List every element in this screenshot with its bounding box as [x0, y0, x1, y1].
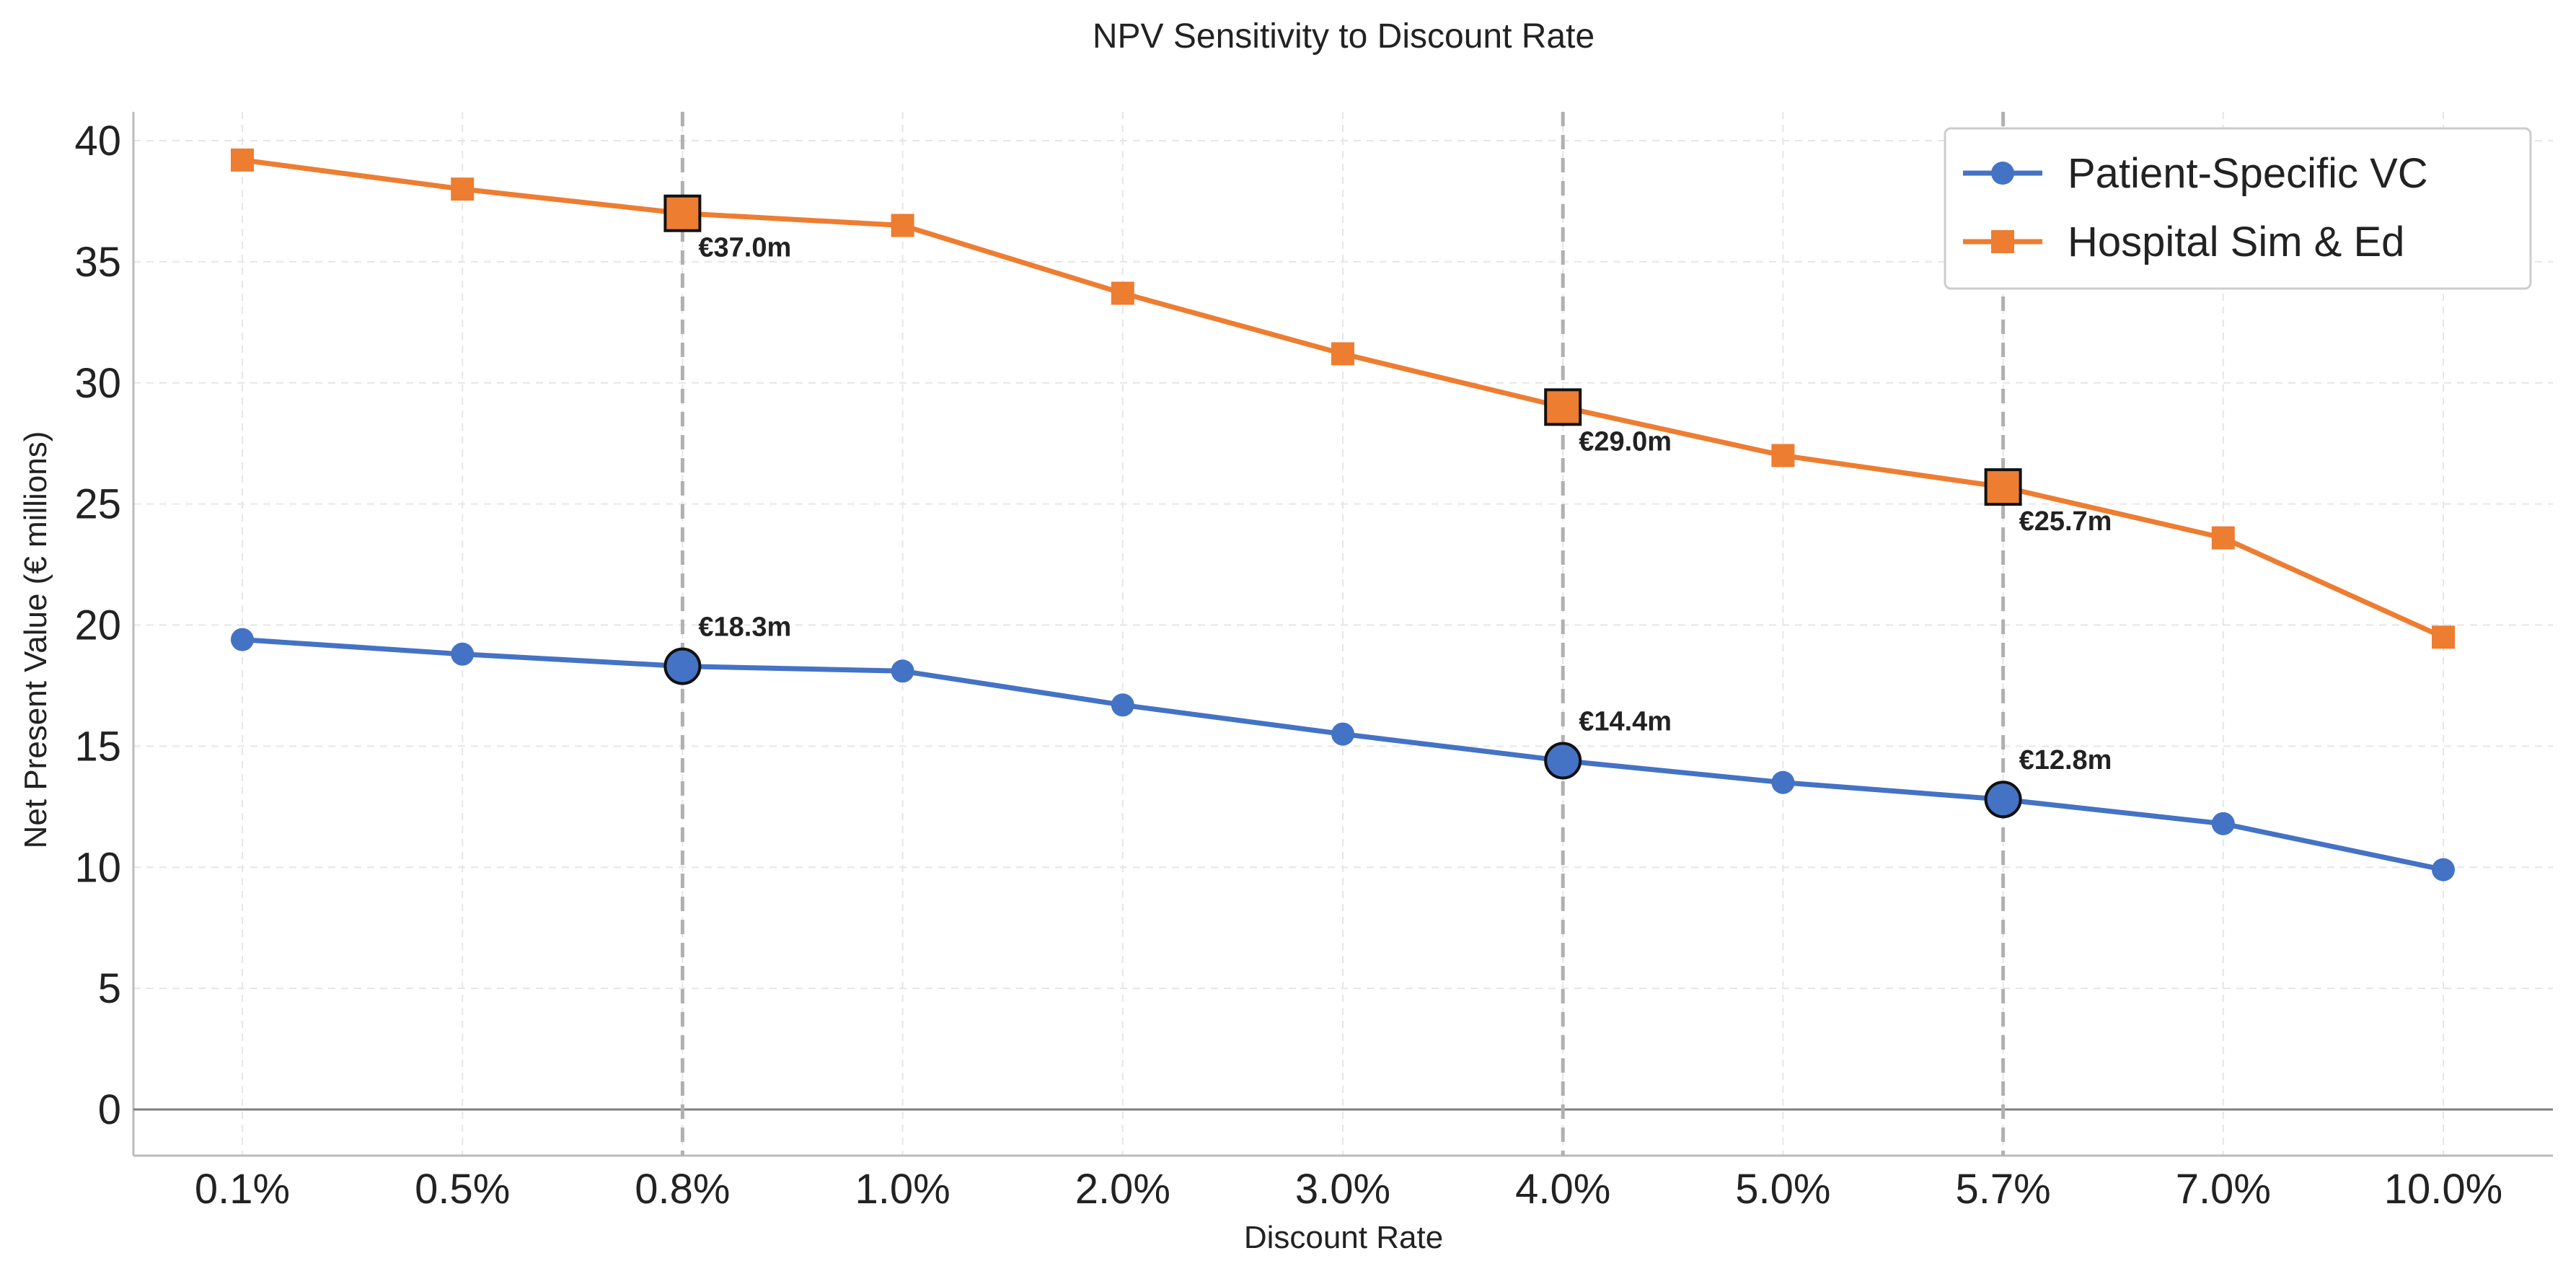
x-tick-label: 1.0% — [855, 1166, 950, 1213]
data-point — [891, 214, 914, 237]
data-label: €29.0m — [1579, 426, 1672, 457]
y-tick-label: 25 — [74, 481, 121, 528]
data-point — [231, 148, 254, 172]
data-label: €14.4m — [1579, 707, 1672, 737]
x-tick-label: 0.8% — [635, 1166, 730, 1213]
highlight-point — [663, 647, 702, 685]
x-tick-label: 7.0% — [2176, 1166, 2271, 1213]
x-tick-label: 5.7% — [1955, 1166, 2050, 1213]
highlight-point — [1984, 781, 2022, 819]
data-point — [451, 642, 475, 666]
data-point — [1771, 444, 1795, 467]
y-tick-label: 35 — [74, 239, 121, 286]
highlight-point — [1544, 742, 1582, 780]
x-tick-label: 2.0% — [1075, 1166, 1170, 1213]
legend-label: Hospital Sim & Ed — [2068, 219, 2404, 265]
data-label: €18.3m — [698, 612, 791, 643]
x-tick-label: 0.1% — [195, 1166, 290, 1213]
x-tick-label: 3.0% — [1295, 1166, 1390, 1213]
data-point — [2432, 625, 2455, 649]
x-tick-label: 5.0% — [1735, 1166, 1830, 1213]
y-tick-label: 40 — [74, 118, 121, 164]
data-point — [1111, 281, 1134, 305]
legend-marker — [1991, 162, 2014, 185]
x-tick-label: 10.0% — [2384, 1166, 2502, 1213]
x-tick-label: 4.0% — [1515, 1166, 1610, 1213]
chart-title: NPV Sensitivity to Discount Rate — [1093, 17, 1594, 56]
y-tick-label: 0 — [98, 1086, 121, 1133]
legend-label: Patient-Specific VC — [2068, 150, 2428, 197]
y-tick-label: 30 — [74, 360, 121, 407]
y-tick-label: 20 — [74, 602, 121, 649]
legend-box — [1944, 127, 2532, 290]
y-tick-label: 10 — [74, 844, 121, 891]
data-point — [2211, 526, 2235, 550]
data-point — [891, 659, 914, 683]
data-label: €12.8m — [2019, 745, 2112, 775]
data-label: €25.7m — [2019, 506, 2112, 537]
x-axis-label: Discount Rate — [1244, 1220, 1443, 1255]
legend-marker — [1991, 230, 2014, 253]
x-tick-label: 0.5% — [415, 1166, 510, 1213]
data-point — [1331, 342, 1354, 366]
data-point — [451, 177, 475, 201]
data-point — [1111, 693, 1134, 717]
y-axis-label: Net Present Value (€ millions) — [18, 431, 53, 849]
highlight-point — [663, 194, 702, 232]
highlight-point — [1544, 388, 1582, 426]
data-label: €37.0m — [698, 233, 791, 263]
y-tick-label: 15 — [74, 723, 121, 770]
data-point — [231, 628, 254, 651]
data-point — [2211, 812, 2235, 835]
y-tick-label: 5 — [98, 965, 121, 1012]
data-point — [2432, 858, 2455, 882]
highlight-point — [1984, 468, 2022, 506]
data-point — [1771, 770, 1795, 794]
data-point — [1331, 722, 1354, 746]
